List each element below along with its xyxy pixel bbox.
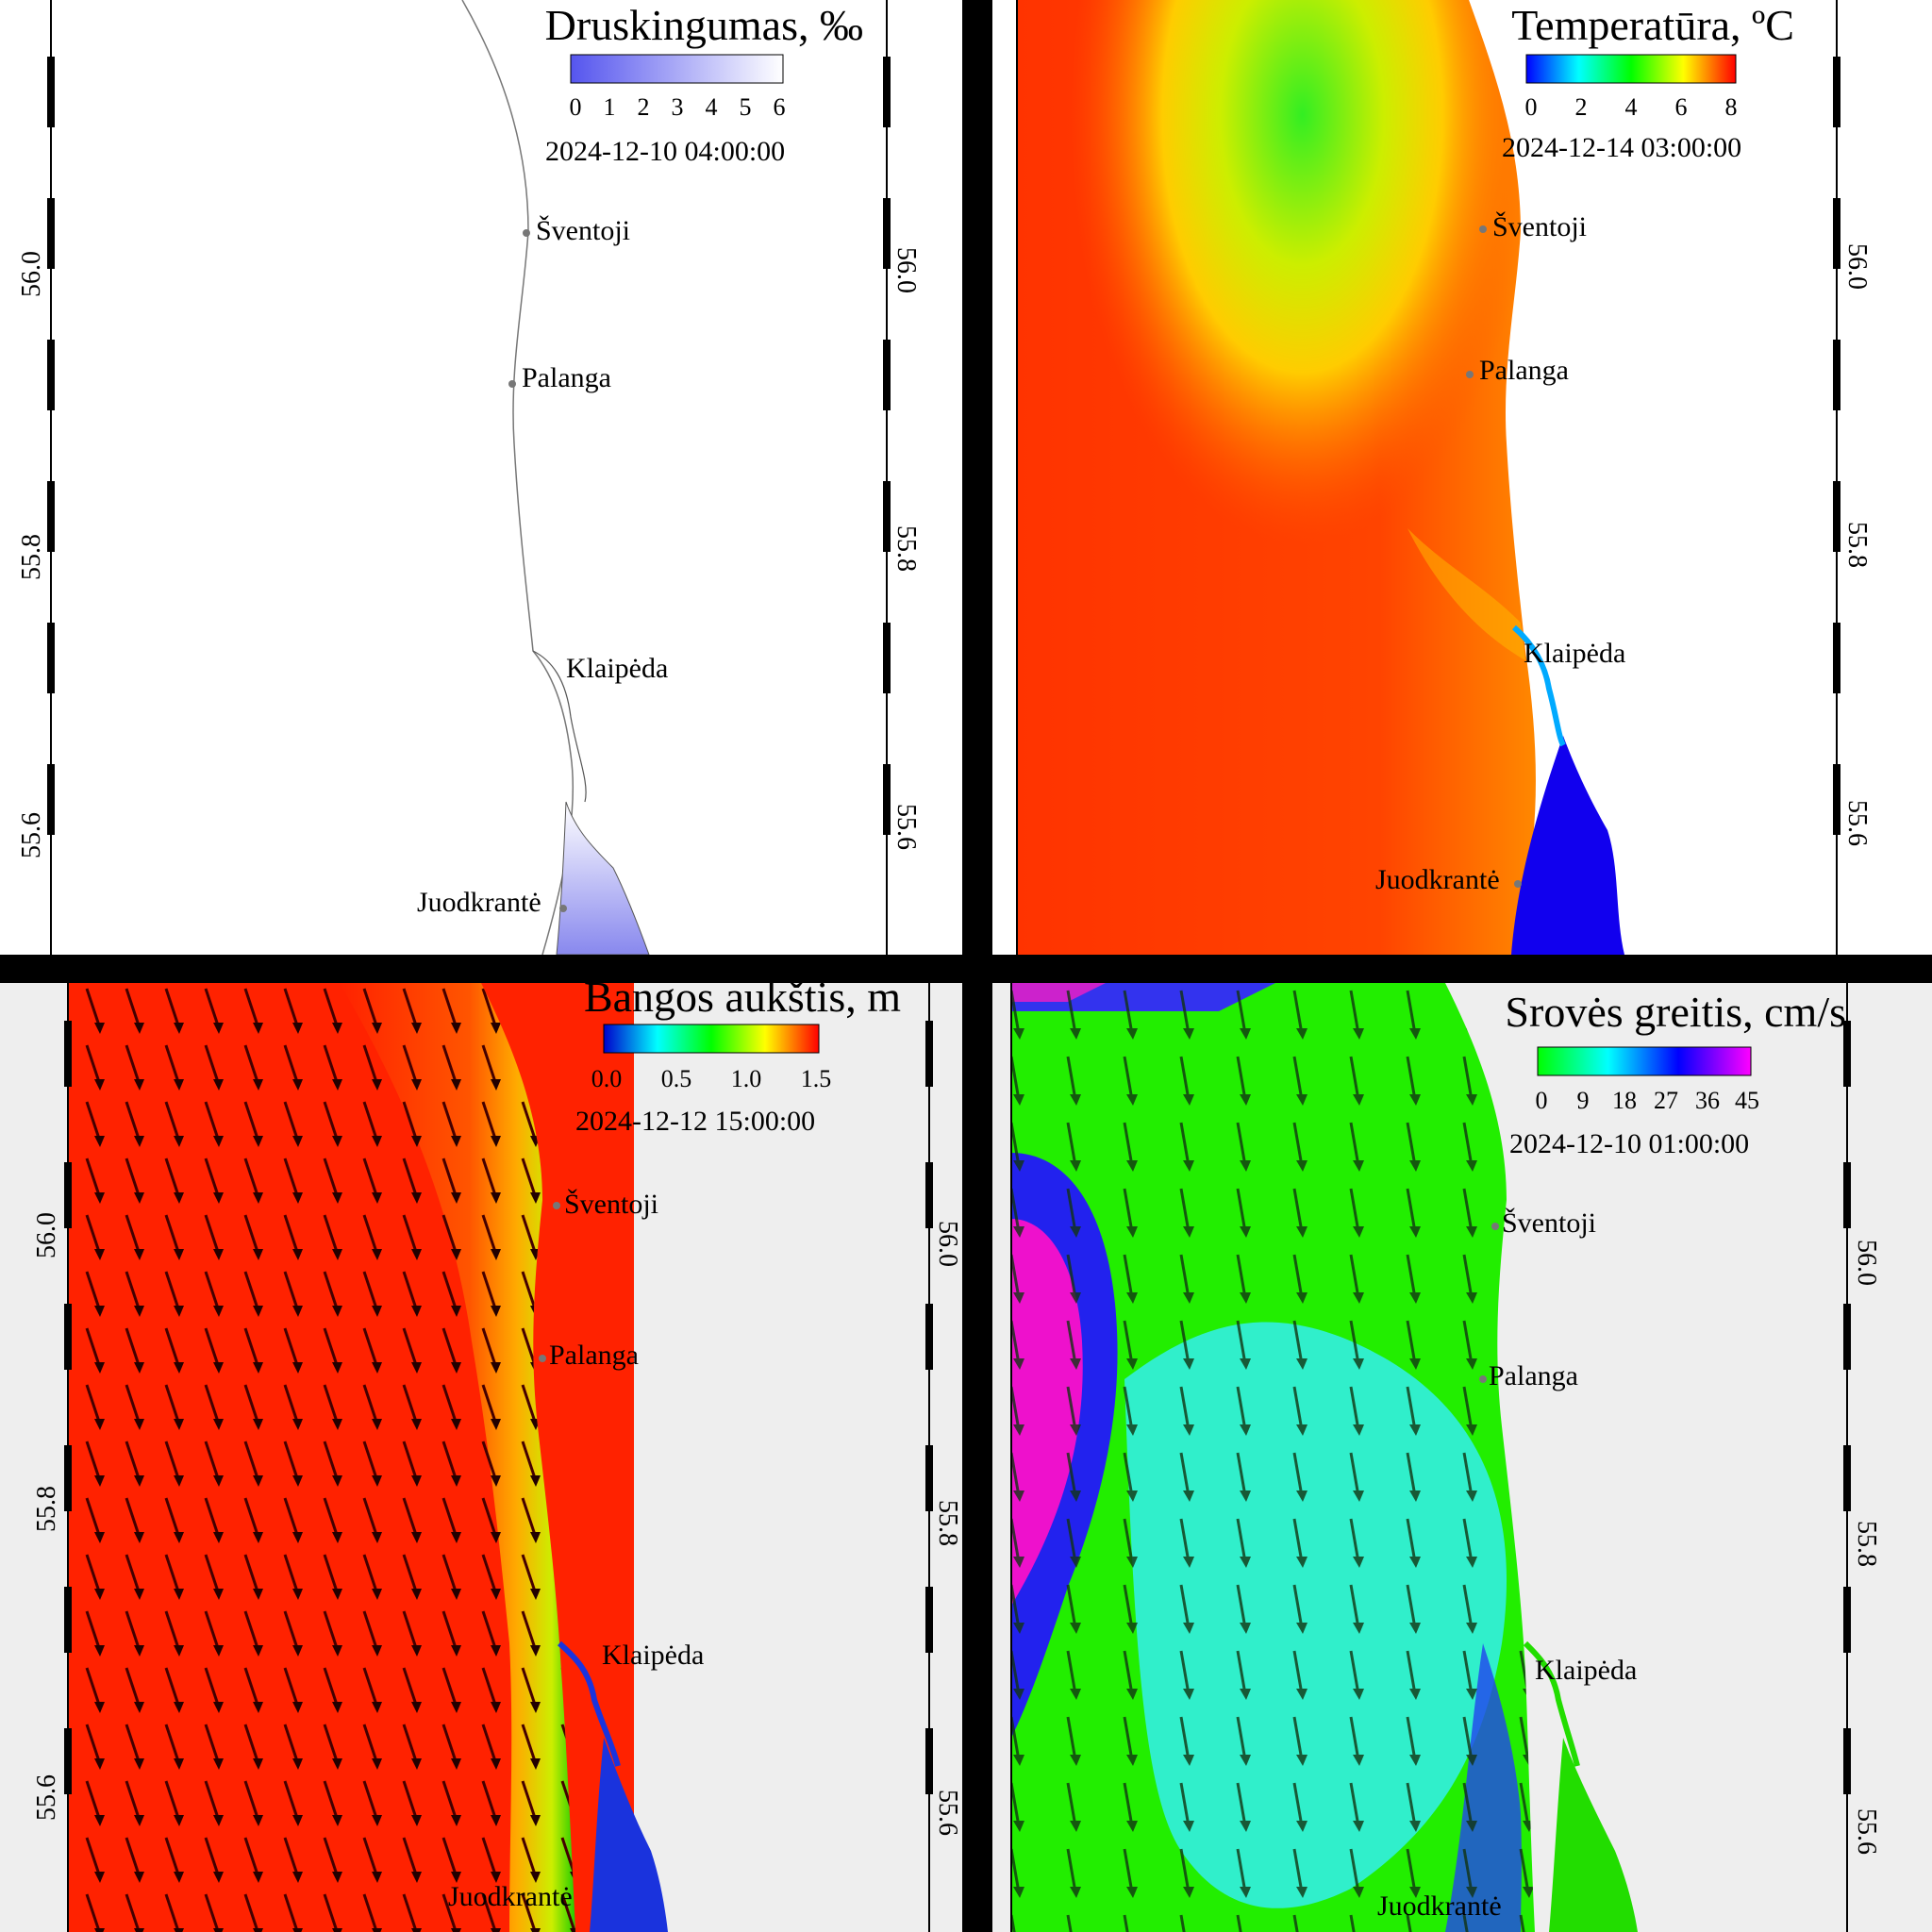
timestamp: 2024-12-10 01:00:00 — [1509, 1128, 1749, 1159]
colorbar-tick: 1 — [604, 93, 616, 121]
latitude-label: 55.6 — [933, 1790, 962, 1836]
colorbar-tick: 8 — [1725, 93, 1738, 121]
latitude-label: 55.8 — [891, 525, 921, 572]
latitude-label: 56.0 — [1842, 243, 1872, 290]
timestamp: 2024-12-14 03:00:00 — [1502, 132, 1741, 163]
coastline — [461, 0, 574, 955]
latitude-label: 56.0 — [1852, 1240, 1881, 1286]
city-label: Palanga — [549, 1340, 639, 1371]
city-label: Klaipėda — [1524, 638, 1625, 669]
city-label: Juodkrantė — [448, 1881, 573, 1912]
sea-wave-field — [68, 983, 575, 1932]
city-label: Juodkrantė — [1377, 1890, 1502, 1922]
city-label: Palanga — [1479, 355, 1569, 386]
city-label: Šventoji — [564, 1189, 658, 1220]
city-label: Palanga — [522, 362, 611, 393]
colorbar — [570, 54, 784, 84]
colorbar-tick: 6 — [1675, 93, 1688, 121]
latitude-label: 56.0 — [933, 1221, 962, 1267]
colorbar-tick: 6 — [774, 93, 786, 121]
city-label: Klaipėda — [602, 1640, 704, 1671]
wave-height-map-panel: Bangos aukštis, m 0.0 0.5 1.0 1.5 2024-1… — [0, 983, 962, 1932]
latitude-label: 55.6 — [891, 804, 921, 850]
curonian-lagoon — [556, 801, 650, 955]
city-label: Šventoji — [1492, 211, 1587, 242]
city-label: Juodkrantė — [1375, 864, 1500, 895]
colorbar-tick: 0.0 — [591, 1065, 623, 1092]
colorbar-tick: 45 — [1735, 1087, 1759, 1114]
colorbar — [603, 1024, 820, 1054]
latitude-label: 55.6 — [1852, 1808, 1881, 1855]
colorbar-tick: 2 — [638, 93, 650, 121]
temperature-map-panel: Temperatūra, ºC 0 2 4 6 8 2024-12-14 03:… — [992, 0, 1932, 955]
city-label: Šventoji — [1502, 1208, 1596, 1239]
colorbar-tick: 0 — [1525, 93, 1538, 121]
current-vector-field — [1011, 983, 1535, 1932]
panel-title: Srovės greitis, cm/s — [1505, 988, 1846, 1036]
latitude-label: 55.6 — [17, 812, 46, 858]
timestamp: 2024-12-12 15:00:00 — [575, 1106, 815, 1137]
latitude-label: 55.8 — [1842, 522, 1872, 568]
latitude-label: 55.8 — [933, 1500, 962, 1546]
latitude-label: 55.6 — [32, 1774, 61, 1821]
colorbar-tick: 0 — [1536, 1087, 1548, 1114]
latitude-label: 55.8 — [1852, 1521, 1881, 1567]
latitude-label: 56.0 — [17, 251, 46, 297]
colorbar-tick: 1.5 — [801, 1065, 832, 1092]
colorbar-tick: 9 — [1577, 1087, 1590, 1114]
latitude-label: 55.8 — [17, 534, 46, 580]
city-label: Juodkrantė — [417, 887, 541, 918]
panel-title: Bangos aukštis, m — [584, 983, 901, 1021]
current-speed-map-panel: Srovės greitis, cm/s 0 9 18 27 36 45 202… — [992, 983, 1932, 1932]
colorbar — [1537, 1046, 1752, 1076]
colorbar-tick: 27 — [1654, 1087, 1678, 1114]
colorbar-tick: 0.5 — [661, 1065, 692, 1092]
colorbar-tick: 0 — [570, 93, 582, 121]
latitude-label: 56.0 — [891, 247, 921, 293]
colorbar — [1525, 54, 1737, 84]
timestamp: 2024-12-10 04:00:00 — [545, 136, 785, 167]
colorbar-tick: 2 — [1575, 93, 1588, 121]
city-label: Palanga — [1489, 1360, 1578, 1391]
city-label: Klaipėda — [566, 653, 668, 684]
colorbar-tick: 1.0 — [731, 1065, 762, 1092]
panel-title: Druskingumas, ‰ — [545, 1, 863, 49]
colorbar-tick: 4 — [1625, 93, 1638, 121]
city-label: Klaipėda — [1535, 1655, 1637, 1686]
curonian-lagoon — [1511, 736, 1624, 955]
city-label: Šventoji — [536, 215, 630, 246]
latitude-label: 55.8 — [32, 1486, 61, 1532]
colorbar-tick: 5 — [740, 93, 752, 121]
colorbar-tick: 18 — [1612, 1087, 1637, 1114]
colorbar-tick: 3 — [672, 93, 684, 121]
latitude-label: 55.6 — [1842, 800, 1872, 846]
colorbar-tick: 4 — [706, 93, 718, 121]
latitude-label: 56.0 — [32, 1212, 61, 1258]
panel-title: Temperatūra, ºC — [1511, 1, 1794, 49]
salinity-map-panel: Druskingumas, ‰ 0 1 2 3 4 5 6 2024-12-10… — [0, 0, 962, 955]
colorbar-tick: 36 — [1695, 1087, 1720, 1114]
